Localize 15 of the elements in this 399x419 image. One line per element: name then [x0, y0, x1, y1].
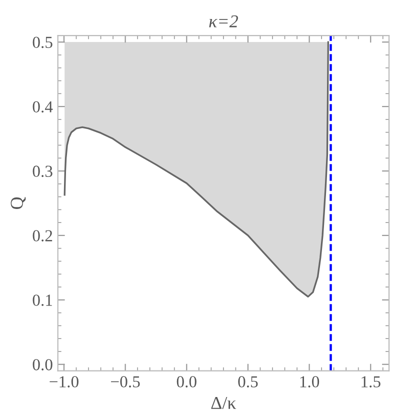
- chart-title: κ=2: [209, 15, 238, 28]
- y-tick-label: 0.2: [32, 230, 52, 242]
- y-axis-title: Q: [10, 197, 26, 209]
- y-tick-label: 0.0: [32, 359, 52, 370]
- x-tick-label: −0.5: [111, 376, 140, 388]
- x-tick-label: −1.0: [50, 376, 78, 388]
- x-tick-label: 1.5: [362, 376, 380, 388]
- y-tick-label: 0.1: [32, 294, 52, 306]
- y-tick-label: 0.5: [32, 36, 52, 48]
- x-tick-label: 0.5: [238, 376, 258, 388]
- x-tick-label: 1.0: [300, 376, 320, 388]
- y-tick-label: 0.3: [32, 166, 52, 178]
- y-tick-label: 0.4: [32, 101, 53, 113]
- x-axis-title: Δ/κ: [211, 396, 236, 410]
- x-tick-label: 0.0: [176, 376, 196, 388]
